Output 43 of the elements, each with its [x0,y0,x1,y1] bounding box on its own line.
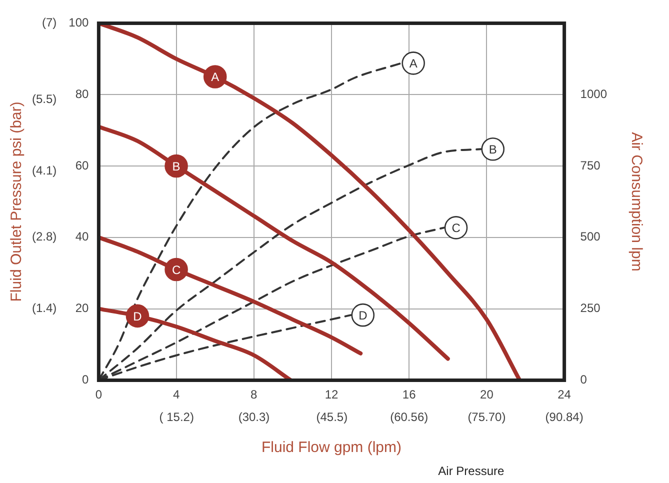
y3-tick-label: (5.5) [32,92,57,106]
x2-tick-label: (30.3) [238,410,270,424]
x-tick-label: 20 [480,388,494,402]
y3-tick-label: (2.8) [32,230,57,244]
x-tick-label: 16 [402,388,416,402]
line-series [98,23,522,380]
y-tick-label: 0 [82,372,90,387]
y2-axis-title: Air Consumption lpm [628,132,645,272]
x-tick-label: 8 [250,388,258,402]
y-tick-label: 80 [75,86,90,101]
series-label: D [358,308,368,322]
x-tick-label: 24 [558,388,572,402]
text: Air Pressure [438,464,505,478]
y2-tick-label: 0 [580,372,588,387]
series-label: C [172,262,181,277]
y-tick-label: 60 [75,158,90,172]
x2-tick-label: (75.70) [468,410,506,424]
y3-tick-label: (1.4) [32,301,57,316]
series-label: B [172,159,180,174]
y2-tick-label: 500 [580,230,601,244]
series-label: A [409,56,418,70]
x-tick-label: 0 [95,388,102,402]
x-tick-label: 12 [324,388,338,402]
x2-tick-label: (60.56) [390,410,428,424]
series-label: A [211,70,220,84]
y2-tick-label: 750 [580,158,601,172]
y2-tick-label: 250 [580,301,601,316]
y2-tick-label: 1000 [580,86,608,101]
y-tick-label: 40 [75,230,90,244]
x2-tick-label: ( 15.2) [159,410,194,424]
x2-tick-label: (90.84) [545,410,584,424]
line-series [98,124,450,361]
y-tick-label: 20 [75,301,90,316]
x-axis-title: Fluid Flow gpm (lpm) [261,439,402,456]
y3-tick-label: (7) [42,16,57,30]
y3-tick-label: (4.1) [32,163,57,178]
series-label: D [133,309,142,324]
series-label: C [452,221,461,235]
x2-tick-label: (45.5) [316,410,348,424]
series-label: B [488,142,497,156]
y-axis-title: Fluid Outlet Pressure psi (bar) [8,102,26,302]
x-tick-label: 4 [172,388,180,402]
y-tick-label: 100 [68,16,90,30]
